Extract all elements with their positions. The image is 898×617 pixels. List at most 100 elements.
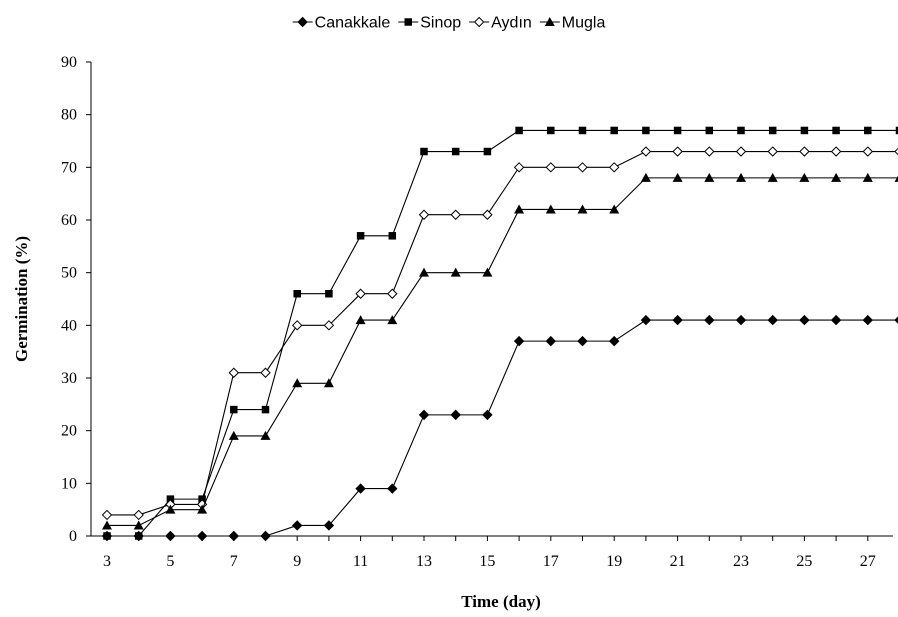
series-line-mugla <box>107 178 898 526</box>
legend-label: Canakkale <box>315 15 391 32</box>
data-point-aydin <box>420 210 429 219</box>
legend-label: Aydın <box>491 15 532 32</box>
data-point-canakkale <box>768 316 777 325</box>
series-line-canakkale <box>107 320 898 536</box>
legend: Canakkale Sinop Aydın Mugla <box>293 15 606 32</box>
y-tick-label: 70 <box>61 159 77 176</box>
data-point-aydin <box>800 147 809 156</box>
data-point-sinop <box>103 532 111 540</box>
data-point-sinop <box>610 127 618 135</box>
series-canakkale <box>103 316 898 541</box>
data-point-sinop <box>420 148 428 156</box>
x-tick-label: 9 <box>293 553 301 570</box>
y-tick-label: 60 <box>61 212 77 229</box>
data-point-sinop <box>357 232 365 240</box>
legend-item-aydin: Aydın <box>469 15 532 32</box>
data-point-canakkale <box>863 316 872 325</box>
y-tick-label: 90 <box>61 54 77 71</box>
legend-item-mugla: Mugla <box>540 15 606 32</box>
data-point-canakkale <box>800 316 809 325</box>
data-point-aydin <box>578 163 587 172</box>
data-point-sinop <box>484 148 492 156</box>
x-tick-label: 13 <box>416 553 432 570</box>
x-tick-label: 25 <box>796 553 812 570</box>
legend-item-sinop: Sinop <box>398 15 461 32</box>
data-point-canakkale <box>546 337 555 346</box>
y-axis-title: Germination (%) <box>12 236 31 362</box>
data-point-sinop <box>642 127 650 135</box>
x-tick-label: 3 <box>103 553 111 570</box>
data-point-aydin <box>737 147 746 156</box>
data-point-aydin <box>515 163 524 172</box>
legend-marker <box>298 18 307 27</box>
data-point-sinop <box>389 232 397 240</box>
data-point-aydin <box>229 368 238 377</box>
y-tick-label: 40 <box>61 317 77 334</box>
data-point-canakkale <box>515 337 524 346</box>
data-point-canakkale <box>261 532 270 541</box>
data-point-sinop <box>579 127 587 135</box>
x-tick-label: 5 <box>166 553 174 570</box>
series-mugla <box>102 173 898 530</box>
legend-item-canakkale: Canakkale <box>293 15 391 32</box>
x-tick-label: 27 <box>860 553 876 570</box>
y-tick-label: 10 <box>61 475 77 492</box>
data-point-aydin <box>546 163 555 172</box>
series-line-aydin <box>107 152 898 515</box>
data-point-canakkale <box>578 337 587 346</box>
data-point-canakkale <box>705 316 714 325</box>
legend-marker <box>475 18 484 27</box>
data-point-aydin <box>451 210 460 219</box>
legend-label: Mugla <box>562 15 606 32</box>
y-tick-label: 50 <box>61 265 77 282</box>
data-point-canakkale <box>673 316 682 325</box>
data-point-aydin <box>293 321 302 330</box>
data-point-aydin <box>103 510 112 519</box>
data-point-sinop <box>674 127 682 135</box>
x-axis-title: Time (day) <box>461 592 541 611</box>
x-tick-label: 21 <box>670 553 686 570</box>
y-tick-label: 20 <box>61 423 77 440</box>
y-tick-label: 0 <box>69 528 77 545</box>
series-layer <box>102 127 898 541</box>
data-point-aydin <box>483 210 492 219</box>
data-point-aydin <box>768 147 777 156</box>
legend-marker <box>404 18 412 26</box>
data-point-aydin <box>610 163 619 172</box>
data-point-aydin <box>863 147 872 156</box>
data-point-aydin <box>673 147 682 156</box>
data-point-sinop <box>864 127 872 135</box>
data-point-sinop <box>293 290 301 298</box>
data-point-canakkale <box>420 410 429 419</box>
data-point-aydin <box>641 147 650 156</box>
y-tick-label: 30 <box>61 370 77 387</box>
data-point-aydin <box>261 368 270 377</box>
data-point-canakkale <box>293 521 302 530</box>
x-tick-label: 19 <box>606 553 622 570</box>
data-point-aydin <box>832 147 841 156</box>
x-tick-label: 15 <box>479 553 495 570</box>
data-point-sinop <box>325 290 333 298</box>
y-ticks: 0 10 20 30 40 50 60 70 80 90 <box>61 54 91 545</box>
data-point-canakkale <box>483 410 492 419</box>
data-point-canakkale <box>832 316 841 325</box>
x-tick-label: 17 <box>543 553 559 570</box>
data-point-canakkale <box>198 532 207 541</box>
data-point-canakkale <box>641 316 650 325</box>
data-point-canakkale <box>166 532 175 541</box>
data-point-sinop <box>737 127 745 135</box>
y-tick-label: 80 <box>61 107 77 124</box>
data-point-aydin <box>705 147 714 156</box>
data-point-canakkale <box>610 337 619 346</box>
data-point-sinop <box>515 127 523 135</box>
x-tick-label: 11 <box>353 553 368 570</box>
data-point-sinop <box>832 127 840 135</box>
data-point-sinop <box>452 148 460 156</box>
data-point-sinop <box>547 127 555 135</box>
data-point-sinop <box>801 127 809 135</box>
legend-label: Sinop <box>420 15 461 32</box>
data-point-sinop <box>135 532 143 540</box>
x-tick-label: 23 <box>733 553 749 570</box>
